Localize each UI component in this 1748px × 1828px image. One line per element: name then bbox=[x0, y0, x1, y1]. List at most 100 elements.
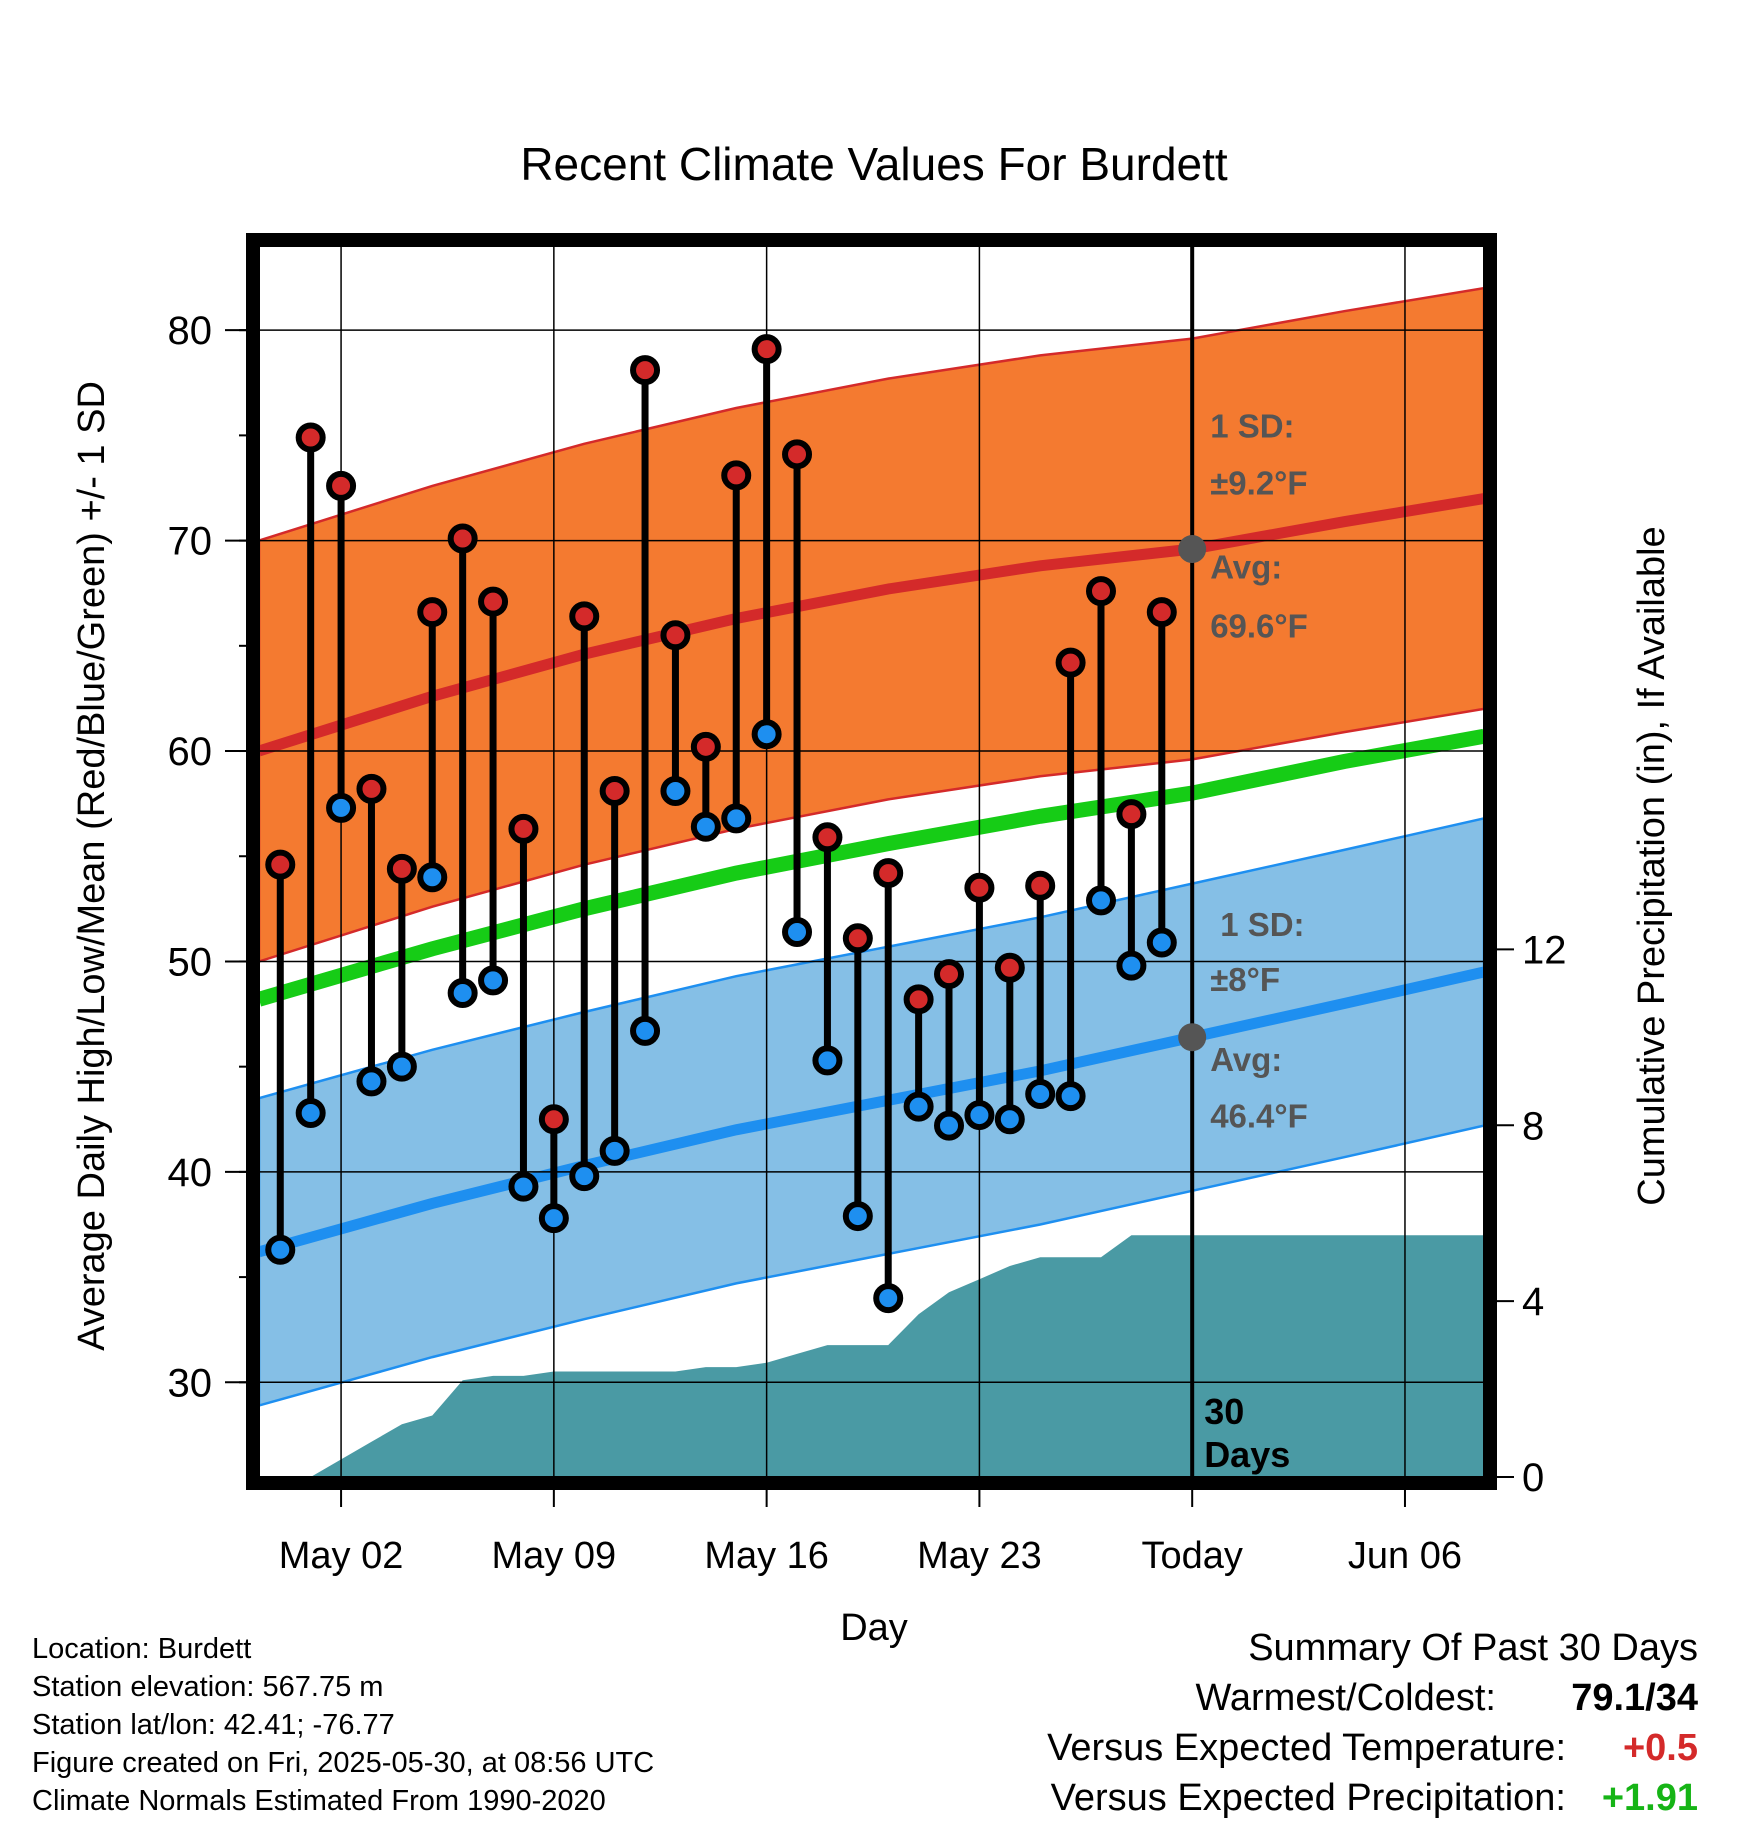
daily-high-point bbox=[1116, 799, 1147, 830]
x-axis-label: Day bbox=[840, 1607, 908, 1649]
daily-low-point bbox=[782, 916, 813, 947]
daily-low-point bbox=[508, 1171, 539, 1202]
high-sd-value: ±9.2°F bbox=[1210, 464, 1307, 501]
daily-high-point bbox=[660, 620, 691, 651]
daily-low-point bbox=[690, 811, 721, 842]
daily-high-point bbox=[934, 959, 965, 990]
daily-low-point bbox=[721, 803, 752, 834]
y-tick-label: 40 bbox=[168, 1151, 213, 1195]
daily-low-point bbox=[751, 719, 782, 750]
daily-low-point bbox=[447, 978, 478, 1009]
daily-low-point bbox=[417, 862, 448, 893]
daily-high-point bbox=[1025, 870, 1056, 901]
daily-low-point bbox=[386, 1051, 417, 1082]
y2-tick-label: 12 bbox=[1522, 928, 1567, 972]
daily-low-point bbox=[903, 1091, 934, 1122]
y2-tick-label: 0 bbox=[1522, 1456, 1544, 1500]
chart-title: Recent Climate Values For Burdett bbox=[520, 138, 1228, 190]
daily-high-point bbox=[873, 858, 904, 889]
temp-label: Versus Expected Temperature: bbox=[1047, 1727, 1566, 1769]
daily-low-point bbox=[630, 1015, 661, 1046]
daily-high-point bbox=[630, 355, 661, 386]
y-tick-label: 30 bbox=[168, 1361, 213, 1405]
daily-low-point bbox=[934, 1110, 965, 1141]
y-tick-label: 50 bbox=[168, 940, 213, 984]
daily-high-point bbox=[356, 773, 387, 804]
low-sd-value: ±8°F bbox=[1210, 961, 1280, 998]
y2-axis-label: Cumulative Precipitation (in), If Availa… bbox=[1631, 526, 1673, 1205]
daily-high-point bbox=[478, 586, 509, 617]
avg-mean-line bbox=[259, 728, 1484, 1007]
low-sd-label: 1 SD: bbox=[1220, 906, 1304, 943]
daily-high-point bbox=[721, 460, 752, 491]
daily-low-point bbox=[994, 1104, 1025, 1135]
daily-high-point bbox=[538, 1104, 569, 1135]
created-text: Figure created on Fri, 2025-05-30, at 08… bbox=[32, 1747, 655, 1779]
y-tick-label: 80 bbox=[168, 309, 213, 353]
plot-inner bbox=[259, 246, 1484, 1477]
daily-low-point bbox=[599, 1135, 630, 1166]
daily-high-point bbox=[326, 470, 357, 501]
daily-low-point bbox=[964, 1100, 995, 1131]
daily-high-point bbox=[569, 601, 600, 632]
y-tick-label: 60 bbox=[168, 730, 213, 774]
latlon-text: Station lat/lon: 42.41; -76.77 bbox=[32, 1709, 395, 1741]
x-tick-label: Jun 06 bbox=[1348, 1535, 1462, 1577]
warmest-label: Warmest/Coldest: bbox=[1195, 1677, 1496, 1719]
low-avg-value: 46.4°F bbox=[1210, 1098, 1308, 1135]
x-tick-label: May 23 bbox=[917, 1535, 1042, 1577]
daily-low-point bbox=[295, 1097, 326, 1128]
daily-high-point bbox=[842, 923, 873, 954]
daily-low-point bbox=[265, 1234, 296, 1265]
today-low-normal-marker bbox=[1178, 1023, 1207, 1052]
daily-high-point bbox=[508, 813, 539, 844]
daily-high-point bbox=[964, 872, 995, 903]
y2-tick-label: 4 bbox=[1522, 1280, 1544, 1324]
x-tick-label: May 02 bbox=[279, 1535, 404, 1577]
daily-low-point bbox=[812, 1045, 843, 1076]
daily-low-point bbox=[842, 1201, 873, 1232]
daily-high-point bbox=[447, 523, 478, 554]
location-text: Location: Burdett bbox=[32, 1633, 252, 1665]
y-axis-label: Average Daily High/Low/Mean (Red/Blue/Gr… bbox=[71, 381, 113, 1351]
warmest-value: 79.1/34 bbox=[1571, 1677, 1698, 1719]
avg-high-line bbox=[259, 493, 1484, 757]
daily-high-point bbox=[386, 853, 417, 884]
daily-low-point bbox=[538, 1203, 569, 1234]
high-sd-label: 1 SD: bbox=[1210, 407, 1294, 444]
daily-high-point bbox=[295, 422, 326, 453]
daily-high-point bbox=[690, 731, 721, 762]
plot-area: 30 40 50 60 70 80 0 4 8 12 May 02 May 09 May 16 May 2… bbox=[168, 233, 1567, 1577]
low-sd-band bbox=[259, 817, 1484, 1407]
x-tick-label: May 16 bbox=[704, 1535, 829, 1577]
normals-text: Climate Normals Estimated From 1990-2020 bbox=[32, 1785, 606, 1817]
daily-high-point bbox=[751, 334, 782, 365]
daily-high-point bbox=[782, 439, 813, 470]
x-tick-label: Today bbox=[1141, 1535, 1242, 1577]
y-tick-label: 70 bbox=[168, 520, 213, 564]
daily-low-point bbox=[1025, 1079, 1056, 1110]
daily-high-point bbox=[1055, 647, 1086, 678]
precip-label: Versus Expected Precipitation: bbox=[1050, 1777, 1566, 1819]
precip-value: +1.91 bbox=[1601, 1777, 1698, 1819]
daily-low-point bbox=[1146, 927, 1177, 958]
precip-area bbox=[259, 1235, 1484, 1477]
daily-low-point bbox=[1055, 1081, 1086, 1112]
x-tick-label: May 09 bbox=[492, 1535, 617, 1577]
temp-value: +0.5 bbox=[1622, 1727, 1698, 1769]
daily-low-point bbox=[1085, 885, 1116, 916]
daily-low-point bbox=[356, 1066, 387, 1097]
daily-low-point bbox=[326, 792, 357, 823]
daily-high-point bbox=[265, 849, 296, 880]
low-avg-label: Avg: bbox=[1210, 1041, 1282, 1078]
summary-title: Summary Of Past 30 Days bbox=[1248, 1627, 1698, 1669]
today-high-normal-marker bbox=[1178, 535, 1207, 564]
elevation-text: Station elevation: 567.75 m bbox=[32, 1671, 384, 1703]
y2-tick-label: 8 bbox=[1522, 1104, 1544, 1148]
high-avg-label: Avg: bbox=[1210, 548, 1282, 585]
daily-high-point bbox=[1085, 576, 1116, 607]
daily-high-point bbox=[812, 822, 843, 853]
days-window-label: Days bbox=[1204, 1434, 1290, 1475]
high-avg-value: 69.6°F bbox=[1210, 607, 1308, 644]
